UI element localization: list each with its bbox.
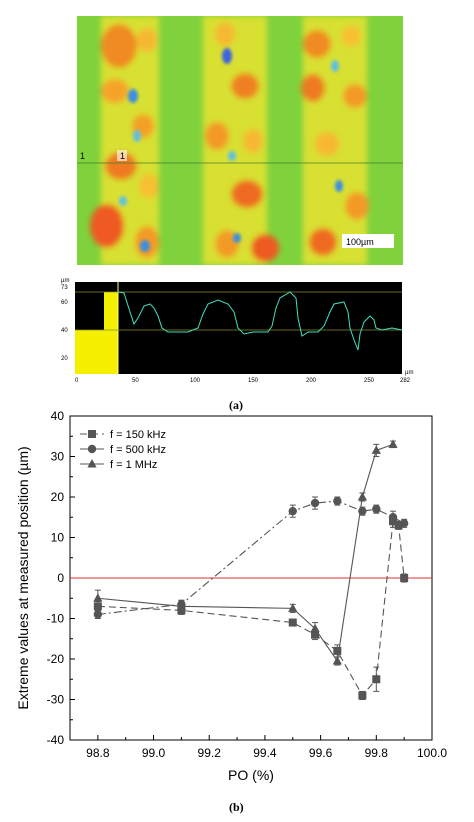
x-axis-label: PO (%): [228, 767, 274, 783]
line-marker-right: 1: [120, 151, 125, 161]
x-tick-label: 99.2: [198, 746, 222, 760]
profile-x-unit: µm: [405, 370, 413, 376]
data-point-circle: [93, 610, 103, 619]
profile-x-tick: 100: [190, 378, 201, 384]
data-point-square: [394, 521, 403, 530]
data-point-circle: [333, 496, 342, 506]
series-circle: [93, 496, 409, 619]
data-point-triangle: [388, 439, 398, 448]
chart-legend: f = 150 kHz f = 500 kHz f = 1 MHz: [80, 429, 166, 471]
data-point-triangle: [87, 459, 97, 468]
data-point-triangle: [332, 656, 342, 665]
profile-x-tick: 200: [306, 378, 317, 384]
x-tick-label: 98.8: [86, 746, 110, 760]
data-point-square: [88, 430, 96, 438]
profile-y-tick: 60: [61, 300, 68, 306]
data-point-triangle: [288, 603, 298, 612]
scale-bar-label: 100µm: [346, 237, 374, 247]
profile-curve: [117, 291, 403, 351]
data-point-triangle: [357, 492, 367, 501]
x-tick-label: 100.0: [417, 746, 447, 760]
map-pits: [119, 48, 343, 252]
data-point-triangle: [176, 601, 186, 610]
data-point-circle: [388, 513, 398, 522]
x-tick-label: 99.0: [142, 746, 166, 760]
y-tick-label: 30: [51, 450, 65, 464]
data-point-circle: [288, 506, 297, 516]
y-tick-label: 0: [57, 571, 64, 585]
data-point-square: [400, 574, 409, 582]
map-stripe-3: [301, 16, 369, 265]
y-axis-label: Extreme values at measured position (µm): [15, 446, 31, 709]
profile-y-tick: 20: [61, 356, 68, 362]
data-point-square: [288, 618, 297, 627]
chart-svg: 40 30 20 10 0 -10 -20 -30 -40 98.8 99.0 99.2 99.4 99.…: [15, 409, 448, 783]
profile-y-unit: µm: [61, 278, 69, 284]
series-line: [97, 443, 394, 663]
profile-x-tick: 282: [400, 378, 411, 384]
extreme-values-chart: 40 30 20 10 0 -10 -20 -30 -40 98.8 99.0 99.2 99.4 99.…: [0, 404, 474, 799]
profile-y-tick: 40: [61, 328, 68, 334]
profile-x-tick: 0: [75, 378, 79, 384]
profile-x-tick: 250: [364, 378, 375, 384]
legend-label: f = 500 kHz: [110, 444, 166, 456]
y-tick-label: -30: [47, 693, 65, 707]
y-tick-label: -40: [47, 733, 65, 747]
series-line: [97, 500, 405, 615]
profile-y-tick: 73: [61, 285, 68, 291]
data-point-circle: [372, 504, 381, 514]
scale-bar-box: [342, 234, 394, 248]
x-tick-label: 99.8: [365, 746, 389, 760]
line-marker-box: [117, 150, 127, 161]
y-tick-label: 20: [51, 490, 65, 504]
series-triangle: [93, 439, 398, 666]
data-point-triangle: [93, 593, 103, 602]
map-stripe-2: [203, 16, 279, 265]
x-tick-label: 99.4: [253, 746, 277, 760]
data-point-square: [333, 646, 342, 655]
chart-axes-layer: 40 30 20 10 0 -10 -20 -30 -40 98.8 99.0 99.2 99.4 99.…: [47, 409, 448, 760]
legend-label: f = 150 kHz: [110, 429, 166, 441]
data-point-circle: [399, 519, 409, 528]
y-tick-label: -10: [47, 612, 65, 626]
y-tick-label: -20: [47, 652, 65, 666]
profile-svg: µm 73 60 40 20 0 50 100 150 200 250 282 …: [61, 278, 413, 384]
panel-a-label: (a): [229, 398, 243, 412]
map-stripe-1: [90, 16, 159, 265]
chart-series-layer: [93, 439, 409, 700]
data-point-circle: [310, 498, 320, 508]
y-tick-label: 40: [51, 409, 65, 423]
line-marker-left: 1: [80, 151, 85, 161]
y-tick-label: 10: [51, 531, 65, 545]
data-point-triangle: [371, 445, 381, 454]
profile-x-tick: 150: [248, 378, 259, 384]
height-map-image: 1 1 100µm: [77, 16, 403, 265]
data-point-triangle: [310, 623, 320, 633]
x-tick-label: 99.6: [309, 746, 333, 760]
data-point-circle: [87, 444, 97, 454]
data-point-square: [372, 675, 381, 684]
profile-plot: µm 73 60 40 20 0 50 100 150 200 250 282 …: [58, 278, 418, 388]
legend-label: f = 1 MHz: [110, 459, 157, 471]
height-map-svg: 1 1 100µm: [77, 16, 403, 265]
profile-x-tick: 50: [132, 378, 139, 384]
data-point-square: [358, 691, 367, 700]
panel-b-label: (b): [229, 800, 244, 814]
series-line: [97, 520, 405, 697]
profile-highlight: [75, 292, 118, 374]
